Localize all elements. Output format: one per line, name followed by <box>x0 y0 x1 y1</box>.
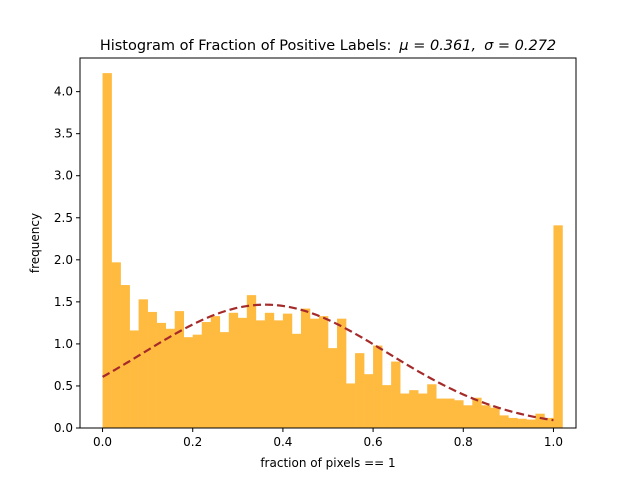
x-tick-label: 1.0 <box>544 435 563 449</box>
histogram-bar <box>490 407 500 428</box>
histogram-bar <box>355 353 365 428</box>
histogram-bar <box>517 418 527 428</box>
histogram-bar <box>156 322 166 428</box>
y-tick-label: 3.5 <box>54 127 73 141</box>
histogram-bar <box>219 332 230 428</box>
histogram-bar <box>138 299 148 428</box>
normal-fit-curve <box>102 303 554 422</box>
histogram-bar <box>382 385 392 428</box>
histogram-bar <box>427 384 437 428</box>
histogram-bar <box>183 337 194 428</box>
y-axis-ticks: 0.0 0.5 1.0 1.5 2.0 2.5 3.0 3.5 4.0 <box>54 85 80 435</box>
histogram-bar <box>174 311 185 428</box>
histogram-bar <box>553 225 563 428</box>
histogram-bar <box>111 262 121 428</box>
histogram-bar <box>373 345 383 428</box>
chart-title-mu: μ = 0.361, <box>398 38 476 54</box>
histogram-bar <box>201 322 212 428</box>
histogram-bar <box>508 417 518 428</box>
histogram-bar <box>165 328 175 428</box>
x-tick-label: 0.8 <box>454 435 473 449</box>
x-axis-ticks: 0.0 0.2 0.4 0.6 0.8 1.0 <box>93 428 563 449</box>
histogram-bar <box>364 374 374 428</box>
histogram-bar <box>129 330 139 428</box>
axes-frame <box>79 57 577 429</box>
histogram-bar <box>499 415 509 428</box>
histogram-bar <box>445 398 455 428</box>
y-tick-label: 0.0 <box>54 421 73 435</box>
histogram-bar <box>246 295 257 428</box>
chart-title: Histogram of Fraction of Positive Labels… <box>100 38 556 54</box>
y-tick-label: 2.5 <box>54 211 73 225</box>
chart-title-colon: : <box>386 38 391 54</box>
histogram-bar <box>463 405 473 428</box>
histogram-bar <box>300 308 311 428</box>
histogram-bar <box>282 313 293 428</box>
histogram-bar <box>273 320 284 428</box>
x-axis-label: fraction of pixels == 1 <box>260 456 395 470</box>
histogram-bar <box>436 398 446 428</box>
histogram-bar <box>391 361 401 428</box>
y-tick-label: 1.5 <box>54 295 73 309</box>
x-tick-label: 0.4 <box>273 435 292 449</box>
histogram-bar <box>147 311 157 428</box>
histogram-bar <box>192 334 203 428</box>
histogram-bar <box>210 316 221 428</box>
histogram-bars <box>102 73 563 429</box>
x-tick-label: 0.0 <box>93 435 112 449</box>
histogram-bar <box>328 348 338 428</box>
histogram-bar <box>418 393 428 428</box>
y-tick-label: 1.0 <box>54 337 73 351</box>
y-tick-label: 0.5 <box>54 379 73 393</box>
y-tick-label: 4.0 <box>54 85 73 99</box>
chart-title-sigma: σ = 0.272 <box>484 38 556 54</box>
histogram-bar <box>409 390 419 428</box>
histogram-bar <box>454 400 464 428</box>
histogram-bar <box>309 318 320 428</box>
histogram-bar <box>318 316 329 428</box>
histogram-bar <box>228 312 239 428</box>
histogram-bar <box>400 393 410 428</box>
histogram-bar <box>526 419 536 428</box>
x-tick-label: 0.2 <box>183 435 202 449</box>
y-tick-label: 2.0 <box>54 253 73 267</box>
histogram-bar <box>337 318 347 428</box>
histogram-bar <box>346 383 356 428</box>
histogram-bar <box>255 320 266 428</box>
y-tick-label: 3.0 <box>54 169 73 183</box>
histogram-bar <box>120 285 130 428</box>
histogram-bar <box>472 397 482 428</box>
chart-title-text: Histogram of Fraction of Positive Labels <box>100 38 387 54</box>
histogram-bar <box>481 405 491 428</box>
histogram-bar <box>264 312 275 428</box>
histogram-bar <box>102 73 112 429</box>
y-axis-label: frequency <box>28 213 42 273</box>
histogram-bar <box>237 317 248 428</box>
x-tick-label: 0.6 <box>364 435 383 449</box>
histogram-bar <box>291 333 302 428</box>
histogram-bar <box>544 417 554 428</box>
histogram-bar <box>535 413 545 428</box>
